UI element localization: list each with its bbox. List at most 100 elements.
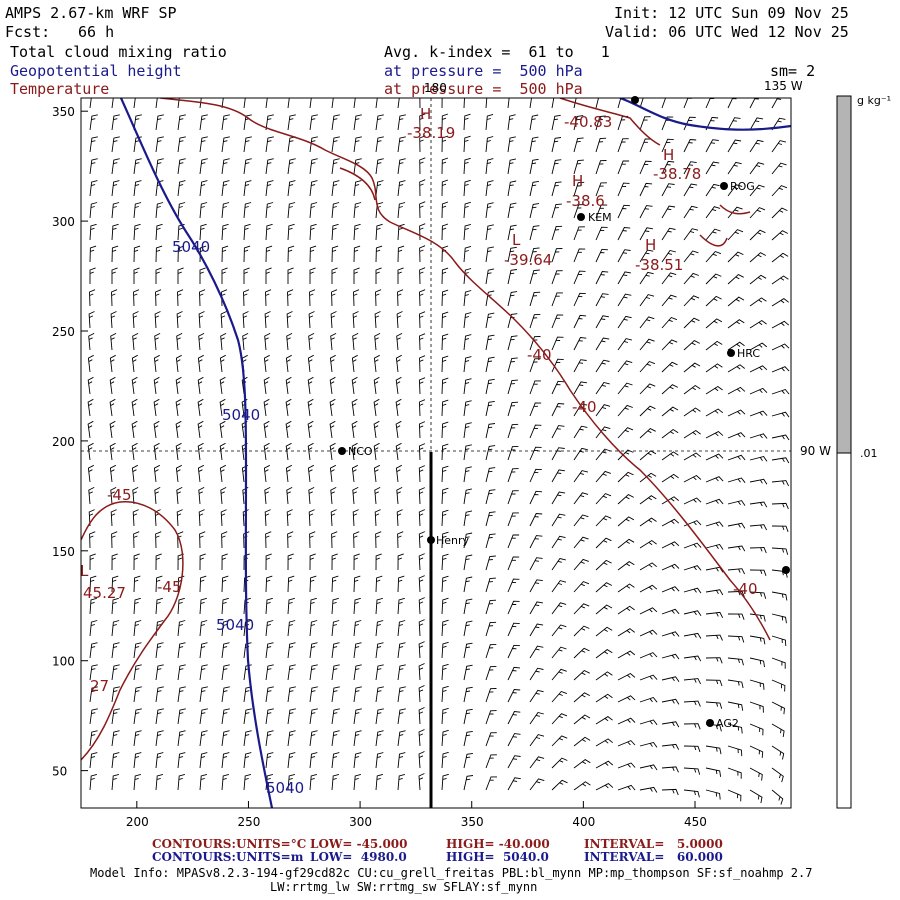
extremum-type: H xyxy=(663,146,674,164)
wind-barb xyxy=(264,332,271,351)
wind-barb xyxy=(418,575,425,593)
wind-barb xyxy=(551,447,565,461)
wind-barb xyxy=(219,354,226,373)
wind-barb xyxy=(109,398,116,417)
wind-barb xyxy=(111,180,120,197)
wind-barb xyxy=(507,158,517,175)
wind-barb xyxy=(595,515,612,527)
wind-barb xyxy=(418,663,425,681)
colorbar-filled xyxy=(836,95,852,454)
wind-barb xyxy=(441,619,449,637)
wind-barb xyxy=(551,491,566,505)
wind-barb xyxy=(352,509,359,527)
wind-barb xyxy=(507,114,516,131)
wind-barb xyxy=(727,613,745,620)
wind-barb xyxy=(175,376,182,395)
wind-barb xyxy=(705,161,720,175)
wind-barb xyxy=(153,420,160,439)
wind-barb xyxy=(307,354,314,373)
wind-barb xyxy=(727,341,745,351)
wind-barb xyxy=(243,708,252,725)
wind-barb xyxy=(551,668,567,681)
wind-barb xyxy=(529,402,542,417)
wind-barb xyxy=(639,138,652,153)
wind-barb xyxy=(463,334,472,351)
station-nco: NCO xyxy=(348,445,373,458)
wind-barb xyxy=(88,509,95,527)
wind-barb xyxy=(353,202,362,219)
wind-barb xyxy=(573,714,591,725)
wind-barb xyxy=(397,202,406,219)
wind-barb xyxy=(287,597,295,615)
wind-barb xyxy=(573,98,578,109)
wind-barb xyxy=(221,245,229,263)
wind-barb xyxy=(110,486,117,505)
wind-barb xyxy=(110,509,117,527)
wind-barb xyxy=(661,249,677,263)
wind-barb xyxy=(639,249,654,263)
graticule xyxy=(81,98,791,452)
wind-barb xyxy=(199,223,207,241)
wind-barb xyxy=(353,664,362,681)
wind-barb xyxy=(639,495,657,505)
wind-barb xyxy=(155,575,163,593)
wind-barb xyxy=(771,366,790,373)
wind-barb xyxy=(309,664,318,681)
wind-barb xyxy=(551,513,566,527)
footer-height-high: HIGH= 5040.0 xyxy=(446,850,549,864)
wind-barb xyxy=(89,202,98,219)
smoothing: sm= 2 xyxy=(770,62,816,80)
wind-barb xyxy=(309,686,318,703)
wind-barb xyxy=(353,98,356,109)
wind-barb xyxy=(219,442,226,461)
wind-barb xyxy=(219,420,226,439)
wind-barb xyxy=(397,664,406,681)
wind-barb xyxy=(263,376,270,395)
wind-barb xyxy=(485,489,496,505)
wind-barb xyxy=(131,398,138,417)
wind-barb xyxy=(727,319,745,329)
wind-barb xyxy=(573,359,587,373)
wind-barb xyxy=(352,486,359,505)
wind-barb xyxy=(639,696,658,703)
wind-barb xyxy=(485,113,494,131)
wind-barb xyxy=(287,708,296,725)
wind-barb xyxy=(573,625,590,637)
wind-barb xyxy=(375,642,384,659)
wind-barb xyxy=(375,158,384,175)
wind-barb xyxy=(595,493,612,505)
wind-barb xyxy=(264,509,271,527)
wind-barb xyxy=(221,686,230,703)
wind-barb xyxy=(771,98,782,109)
wind-barb xyxy=(219,376,226,395)
wind-barb xyxy=(595,315,609,329)
wind-barb xyxy=(617,204,630,219)
wind-barb xyxy=(331,575,339,593)
x-tick-label: 300 xyxy=(349,815,372,829)
wind-barb xyxy=(263,354,270,373)
wind-barb xyxy=(617,160,630,175)
wind-barb xyxy=(198,332,205,351)
wind-barb xyxy=(507,335,518,351)
wind-barb xyxy=(155,553,162,571)
wind-barb xyxy=(353,752,362,769)
wind-barb xyxy=(771,140,787,153)
wind-barb xyxy=(441,751,449,769)
wind-barb xyxy=(749,701,764,713)
wind-barb xyxy=(463,554,473,571)
wind-barb xyxy=(373,420,380,439)
wind-barb xyxy=(573,603,590,615)
wind-barb xyxy=(463,532,473,549)
wind-barb xyxy=(353,114,362,131)
wind-barb xyxy=(507,490,519,505)
wind-barb xyxy=(749,319,767,329)
wind-barb xyxy=(221,267,228,284)
wind-barb xyxy=(353,531,360,549)
wind-barb xyxy=(749,274,767,285)
wind-barb xyxy=(705,139,719,153)
wind-barb xyxy=(529,579,543,593)
wind-barb xyxy=(373,398,380,417)
wind-barb xyxy=(441,223,449,241)
wind-barb xyxy=(133,289,140,307)
wind-barb xyxy=(551,380,565,395)
